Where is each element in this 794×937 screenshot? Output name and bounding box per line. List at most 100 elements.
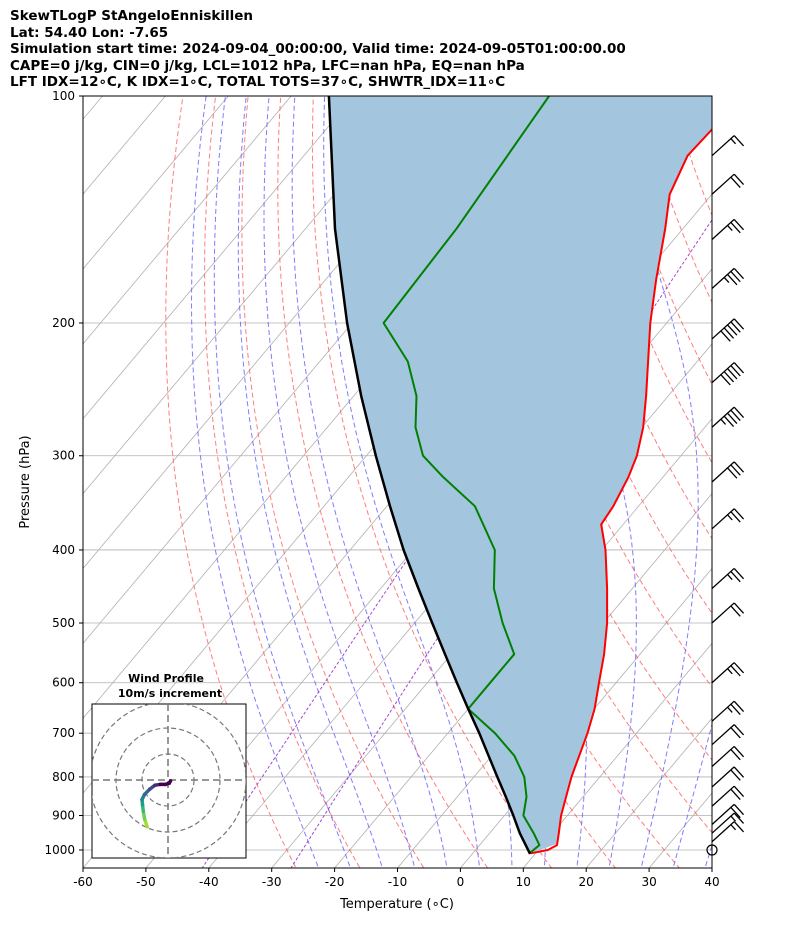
wind-barb [711,700,745,722]
wind-barb [711,567,745,590]
wind-barb [711,803,745,825]
barb-flag [733,785,745,797]
wind-barb [711,267,745,289]
stability-indices-1: CAPE=0 j/kg, CIN=0 j/kg, LCL=1012 hPa, L… [10,57,525,74]
wind-barb [711,812,745,834]
wind-barb [711,785,745,807]
barb-half-flag [720,418,727,425]
barb-flag [727,467,738,479]
barb-flag [723,371,735,383]
barb-flag [730,511,741,523]
wind-barb [706,844,718,856]
hodograph-trace-segment [167,779,173,785]
dry-adiabat-line [311,96,553,868]
barb-flag [727,324,738,336]
moist-adiabat-line [704,843,712,868]
barb-staff [711,745,735,768]
isotherm-line [711,867,712,868]
profile-lines [327,96,712,855]
dry-adiabat-line [789,62,794,882]
axes: -60 -50 -40 -30 -20 -10 0 10 20 30 40 100 200 300 400 5… [44,89,719,889]
moist-adiabat-line [190,96,320,868]
x-axis-label: Temperature (∘C) [339,897,454,912]
isotherm-line [585,717,712,868]
moist-adiabat-line [672,722,712,868]
barb-half-flag [730,138,737,145]
barb-flag [733,803,745,816]
x-tick-label: 20 [579,875,594,889]
x-tick-label: -50 [136,875,156,889]
hodograph-title: Wind Profile [128,672,204,685]
moist-adiabat-line [237,96,383,868]
barb-flag [733,724,745,736]
barb-half-flag [723,276,730,284]
y-tick-label: 200 [52,316,75,330]
wind-barb [711,602,745,624]
y-tick-label: 100 [52,89,75,103]
isotherm-line [83,96,292,345]
barb-flag [733,218,745,231]
y-tick-label: 300 [52,449,75,463]
barb-flag [730,749,741,761]
barb-half-flag [727,225,733,232]
x-tick-label: -60 [73,875,93,889]
moist-adiabat-line [323,96,481,868]
hodograph-inset: Wind Profile 10m/s increment [91,672,247,859]
wind-barb [711,218,745,240]
hodograph-plot [92,704,246,858]
simulation-times: Simulation start time: 2024-09-04_00:00:… [10,41,626,57]
barb-flag [730,321,741,333]
moist-adiabat-line [291,96,448,868]
dry-adiabat-line [671,96,712,217]
barb-flag [733,508,745,520]
barb-flag [730,365,741,377]
barb-flag [733,700,745,712]
barb-flag [733,567,745,580]
barb-flag [720,374,731,386]
dry-adiabat-line [540,96,712,540]
barb-flag [727,273,738,286]
dewpoint-profile [382,96,550,855]
barb-flag [733,135,745,147]
wind-barb [711,362,745,386]
barb-staff [711,766,735,788]
wind-barb [711,135,745,157]
isotherm-line [83,96,418,495]
barb-flag [730,176,741,188]
barb-flag [727,412,738,424]
wind-barb [711,406,745,428]
barb-staff [711,567,735,590]
wind-barb [711,745,745,768]
barb-flag [730,769,741,781]
barb-flag [733,821,745,833]
barb-flag [730,571,741,583]
barb-flag [733,602,745,614]
barb-flag [730,605,741,617]
barb-half-flag [727,668,733,675]
barb-half-flag [730,824,737,831]
barb-flag [727,368,738,380]
dry-adiabat-line [277,96,489,868]
chart-header: SkewTLogP StAngeloEnniskillen Lat: 54.40… [10,8,626,91]
barb-flag [730,409,741,421]
parcel-profile [327,96,532,855]
dry-adiabat-line [165,96,297,868]
stability-indices-2: LFT IDX=12∘C, K IDX=1∘C, TOTAL TOTS=37∘C… [10,74,506,90]
x-tick-label: -30 [262,875,282,889]
x-tick-label: 0 [457,875,465,889]
moist-adiabat-line [610,96,699,868]
barb-half-flag [727,706,733,713]
barb-flag [730,727,741,739]
wind-barb [711,662,745,684]
y-tick-label: 1000 [44,843,75,857]
isotherm-line [334,418,712,868]
barb-flag [733,461,745,473]
barb-flag [730,806,741,819]
barb-flag [720,330,731,342]
barb-flag [733,267,745,280]
wind-barb [711,318,745,342]
barb-flag [733,362,745,374]
barb-flag [730,221,741,234]
x-tick-label: -40 [199,875,219,889]
